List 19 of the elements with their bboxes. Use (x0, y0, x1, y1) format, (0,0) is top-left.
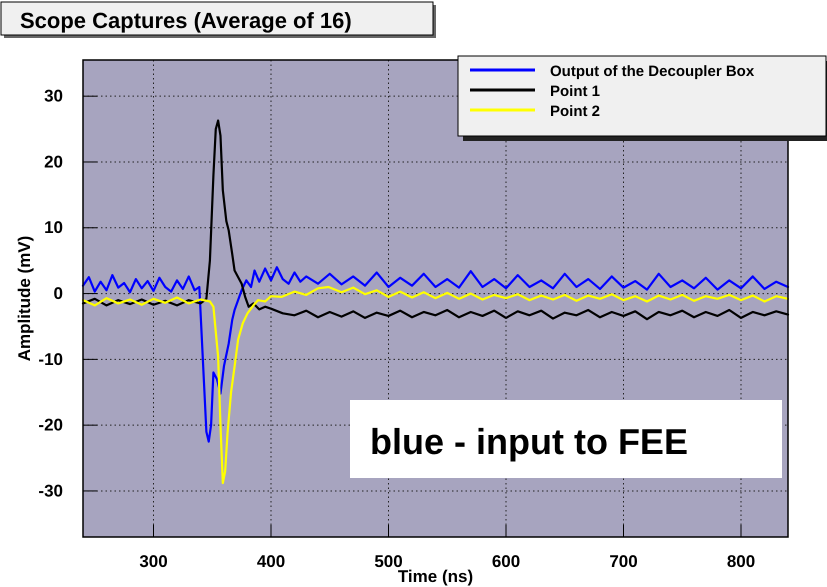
y-tick-label: 10 (44, 218, 63, 238)
legend-label: Point 1 (550, 83, 600, 100)
y-tick-label: -10 (38, 350, 63, 369)
y-axis-title: Amplitude (mV) (15, 236, 34, 362)
x-tick-label: 700 (609, 552, 638, 572)
line-series (82, 286, 790, 484)
y-tick-label: 0 (54, 284, 63, 304)
y-tick-label: 30 (44, 86, 63, 106)
x-tick-label: 600 (492, 552, 520, 572)
y-tick-label: -30 (38, 481, 63, 500)
y-tick-label: -20 (38, 416, 63, 435)
annotation: blue - input to FEE (370, 421, 688, 462)
legend-label: Point 2 (550, 103, 600, 120)
x-tick-label: 400 (256, 552, 286, 572)
legend-label: Output of the Decoupler Box (550, 63, 755, 80)
x-tick-label: 300 (139, 552, 168, 572)
chart-title: Scope Captures (Average of 16) (20, 8, 352, 33)
x-tick-label: 800 (726, 552, 756, 572)
y-tick-label: 20 (44, 152, 63, 172)
